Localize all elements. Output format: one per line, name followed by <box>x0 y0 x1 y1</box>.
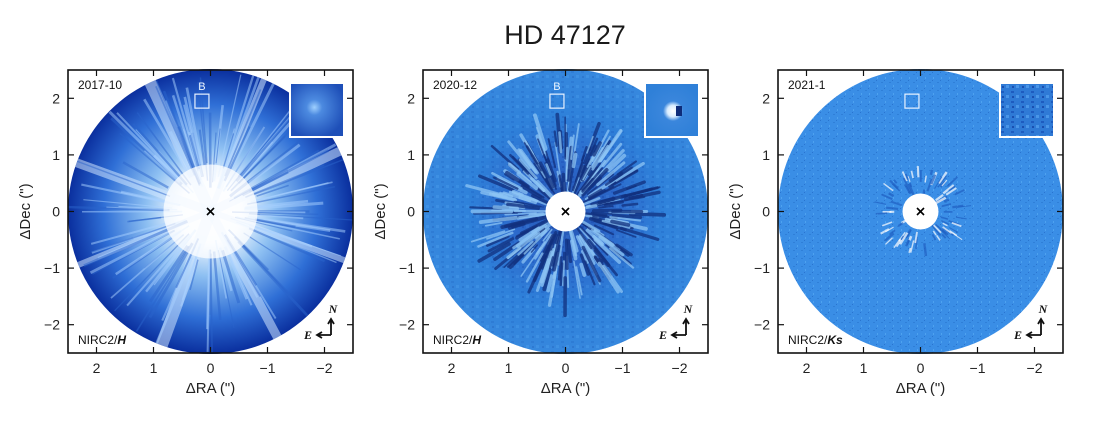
compass-rose: NE <box>303 302 339 342</box>
compass-north-label: N <box>683 302 694 316</box>
x-tick-label: 1 <box>505 360 513 376</box>
instrument-label: NIRC2/H <box>433 333 481 347</box>
companion-label: B <box>198 81 205 93</box>
y-tick-label: 2 <box>52 90 60 106</box>
x-tick-label: 0 <box>207 360 215 376</box>
y-tick-label: 1 <box>407 147 415 163</box>
companion-inset <box>1001 84 1053 136</box>
x-axis-label: ΔRA (") <box>541 380 591 397</box>
compass-north-label: N <box>1038 302 1049 316</box>
x-tick-label: 2 <box>803 360 811 376</box>
x-tick-label: 1 <box>860 360 868 376</box>
y-tick-label: 0 <box>52 204 60 220</box>
compass-east-label: E <box>1013 328 1022 342</box>
compass-east-label: E <box>658 328 667 342</box>
x-tick-label: −2 <box>1027 360 1043 376</box>
companion-box <box>549 93 565 109</box>
y-tick-label: 2 <box>407 90 415 106</box>
y-tick-label: 0 <box>407 204 415 220</box>
y-tick-label: 1 <box>52 147 60 163</box>
epoch-label: 2021-1 <box>788 78 826 92</box>
star-position-marker <box>561 207 570 216</box>
star-position-marker <box>206 207 215 216</box>
x-tick-label: −1 <box>260 360 276 376</box>
companion-inset <box>291 84 343 136</box>
x-tick-label: −2 <box>672 360 688 376</box>
star-position-marker <box>916 207 925 216</box>
y-tick-label: −2 <box>44 317 60 333</box>
compass-east-label: E <box>303 328 312 342</box>
x-axis-label: ΔRA (") <box>186 380 236 397</box>
image-texture <box>874 166 972 257</box>
y-tick-label: −2 <box>399 317 415 333</box>
epoch-label: 2017-10 <box>78 78 122 92</box>
y-axis-label: ΔDec (") <box>17 183 34 239</box>
y-axis-label: ΔDec (") <box>727 183 744 239</box>
y-tick-label: −1 <box>754 260 770 276</box>
x-axis-label: ΔRA (") <box>896 380 946 397</box>
y-tick-label: −1 <box>399 260 415 276</box>
companion-label: B <box>553 81 560 93</box>
instrument-label: NIRC2/Ks <box>788 333 843 347</box>
x-tick-label: 1 <box>150 360 158 376</box>
x-tick-label: 2 <box>448 360 456 376</box>
epoch-label: 2020-12 <box>433 78 477 92</box>
x-tick-label: 0 <box>562 360 570 376</box>
companion-inset <box>646 84 698 136</box>
x-tick-label: 0 <box>917 360 925 376</box>
x-tick-label: −1 <box>615 360 631 376</box>
y-tick-label: 0 <box>762 204 770 220</box>
companion-box <box>904 93 920 109</box>
x-tick-label: 2 <box>93 360 101 376</box>
image-texture <box>68 69 353 354</box>
y-tick-label: −1 <box>44 260 60 276</box>
companion-box <box>194 93 210 109</box>
y-tick-label: 1 <box>762 147 770 163</box>
compass-rose: NE <box>1013 302 1049 342</box>
x-tick-label: −2 <box>317 360 333 376</box>
x-tick-label: −1 <box>970 360 986 376</box>
instrument-label: NIRC2/H <box>78 333 126 347</box>
y-tick-label: −2 <box>754 317 770 333</box>
compass-north-label: N <box>328 302 339 316</box>
compass-rose: NE <box>658 302 694 342</box>
y-axis-label: ΔDec (") <box>372 183 389 239</box>
y-tick-label: 2 <box>762 90 770 106</box>
figure-title: HD 47127 <box>504 20 626 50</box>
